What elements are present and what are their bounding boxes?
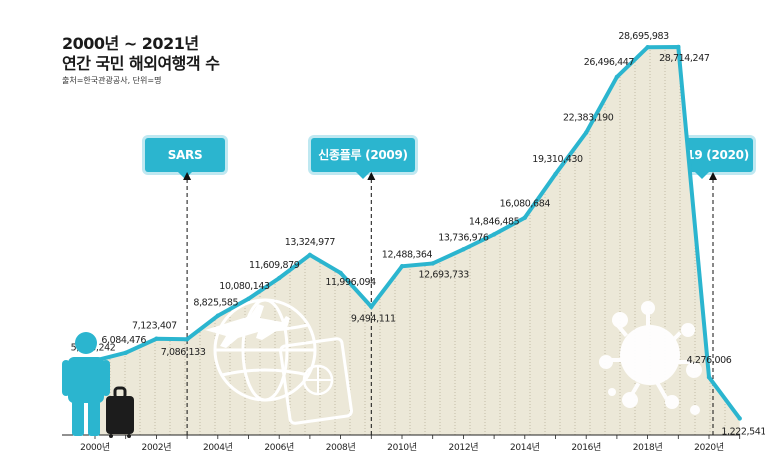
event-callout-sars: SARS (2003): [145, 138, 225, 196]
data-point-2016: [584, 130, 589, 135]
event-arrow-2020: [709, 172, 717, 180]
data-label-2015: 19,310,430: [532, 154, 583, 165]
x-tick-label-2000: 2000년: [80, 442, 110, 453]
x-tick-label-2016: 2016년: [571, 442, 601, 453]
data-point-2001: [123, 350, 128, 355]
decoration-layer: [205, 298, 702, 425]
event-arrow-2003: [183, 172, 192, 180]
chart-title: 연간 국민 해외여행객 수: [62, 54, 220, 73]
data-point-2015: [553, 171, 558, 177]
data-label-2004: 8,825,585: [193, 298, 238, 309]
suitcase-icon: [106, 386, 134, 438]
data-label-2013: 14,846,485: [469, 216, 520, 227]
data-label-2008: 11,996,094: [325, 277, 376, 288]
data-point-2019: [676, 44, 681, 50]
x-tick-label-2004: 2004년: [203, 442, 233, 453]
data-point-2012: [461, 247, 466, 252]
data-label-2010: 12,488,364: [382, 249, 433, 260]
data-point-2010: [399, 264, 405, 269]
data-label-2017: 26,496,447: [584, 57, 635, 68]
data-point-2002: [154, 336, 159, 341]
data-label-2018: 28,695,983: [618, 31, 669, 42]
data-label-2006: 11,609,879: [249, 260, 300, 271]
data-point-2008: [338, 270, 343, 276]
data-point-2007: [307, 252, 313, 258]
x-tick-label-2002: 2002년: [142, 442, 172, 453]
passport-icon: [279, 337, 353, 425]
data-point-2014: [522, 215, 527, 220]
data-point-2017: [614, 74, 620, 80]
data-point-2006: [277, 275, 282, 281]
data-label-2021: 1,222,541: [721, 426, 765, 437]
x-tick-label-2006: 2006년: [264, 442, 294, 453]
data-label-2012: 13,736,976: [438, 232, 489, 243]
data-point-2013: [491, 232, 497, 237]
data-point-2020: [706, 375, 712, 380]
data-label-2001: 6,084,476: [101, 335, 146, 346]
x-tick-label-2012: 2012년: [449, 442, 479, 453]
data-point-2021: [737, 416, 742, 421]
data-label-2020: 4,276,006: [687, 355, 732, 366]
data-label-2005: 10,080,143: [219, 281, 270, 292]
x-tick-label-2010: 2010년: [387, 442, 417, 453]
x-tick-label-2008: 2008년: [326, 442, 356, 453]
traveler-icon: [62, 332, 110, 436]
data-point-2005: [246, 296, 251, 301]
series-line: [94, 44, 742, 420]
data-point-2009: [369, 304, 374, 309]
chart-title-years: 2000년 ~ 2021년: [62, 34, 199, 53]
data-label-2019: 28,714,247: [659, 53, 710, 64]
data-label-2007: 13,324,977: [285, 237, 336, 248]
event-arrow-2009: [367, 172, 376, 180]
x-tick-label-2014: 2014년: [510, 442, 540, 453]
data-point-2004: [215, 313, 220, 318]
data-label-2014: 16,080,684: [500, 199, 551, 210]
data-label-2009: 9,494,111: [351, 314, 396, 325]
data-point-2018: [645, 45, 650, 50]
data-label-2002: 7,123,407: [132, 321, 177, 332]
x-tick-label-2018: 2018년: [633, 442, 663, 453]
event-callout-swine-flu: 신종플루 (2009): [311, 138, 415, 179]
chart-source: 출처=한국관광공사, 단위=명: [62, 76, 162, 85]
virus-icon: [599, 301, 702, 415]
data-label-2011: 12,693,733: [418, 269, 469, 280]
data-label-2016: 22,383,190: [563, 113, 614, 124]
airplane-icon: [205, 304, 290, 348]
x-tick-label-2020: 2020년: [694, 442, 724, 453]
data-point-2003: [184, 337, 190, 342]
data-point-2011: [430, 261, 435, 266]
data-label-2003: 7,086,133: [161, 347, 206, 358]
